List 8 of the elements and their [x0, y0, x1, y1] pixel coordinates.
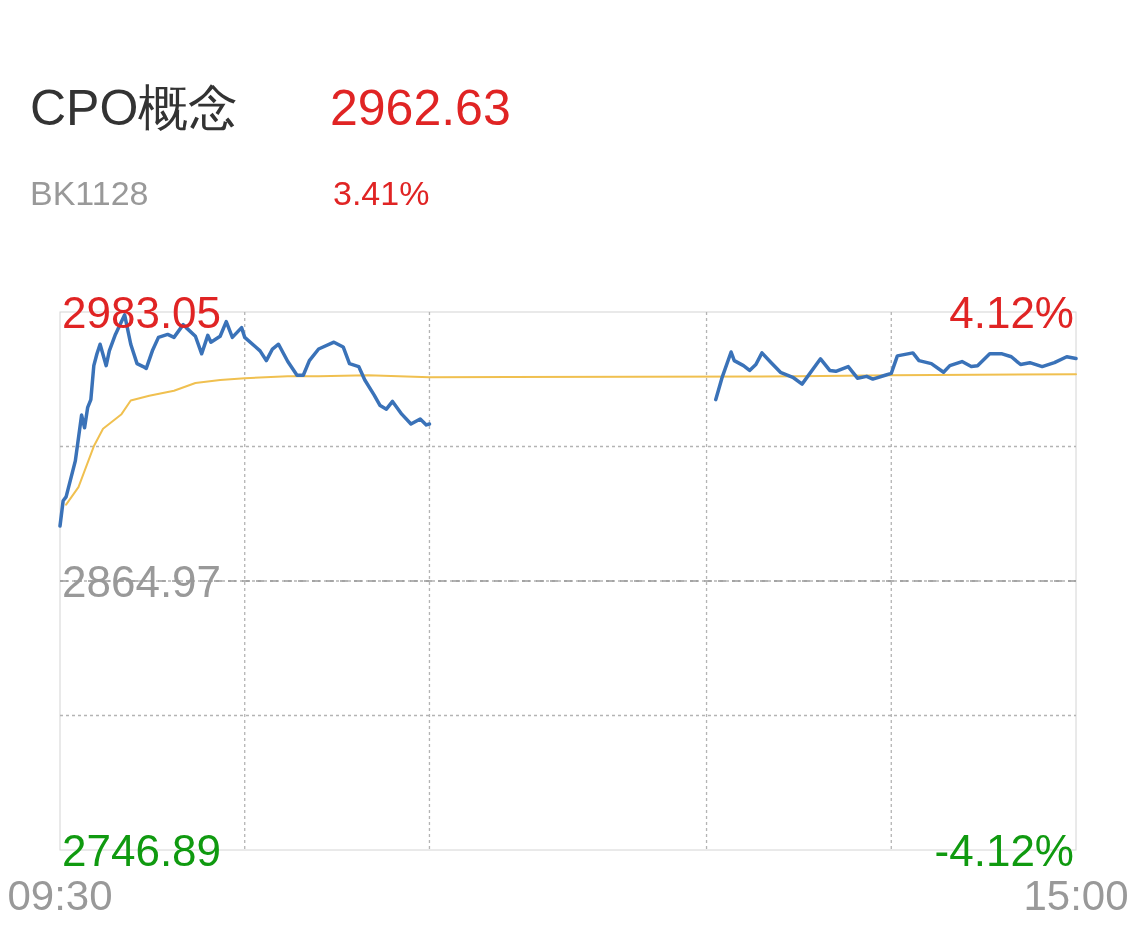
text: 3.41%	[333, 174, 430, 212]
line-series	[65, 373, 1077, 506]
y-tick-label: 2864.97	[62, 556, 222, 606]
text: BK1128	[30, 174, 149, 212]
y2-tick-label: 4.12%	[949, 287, 1074, 337]
chart-title: CPO概念	[30, 80, 239, 136]
y-tick-label: 2983.05	[62, 287, 222, 337]
text: 2962.63	[330, 80, 511, 136]
